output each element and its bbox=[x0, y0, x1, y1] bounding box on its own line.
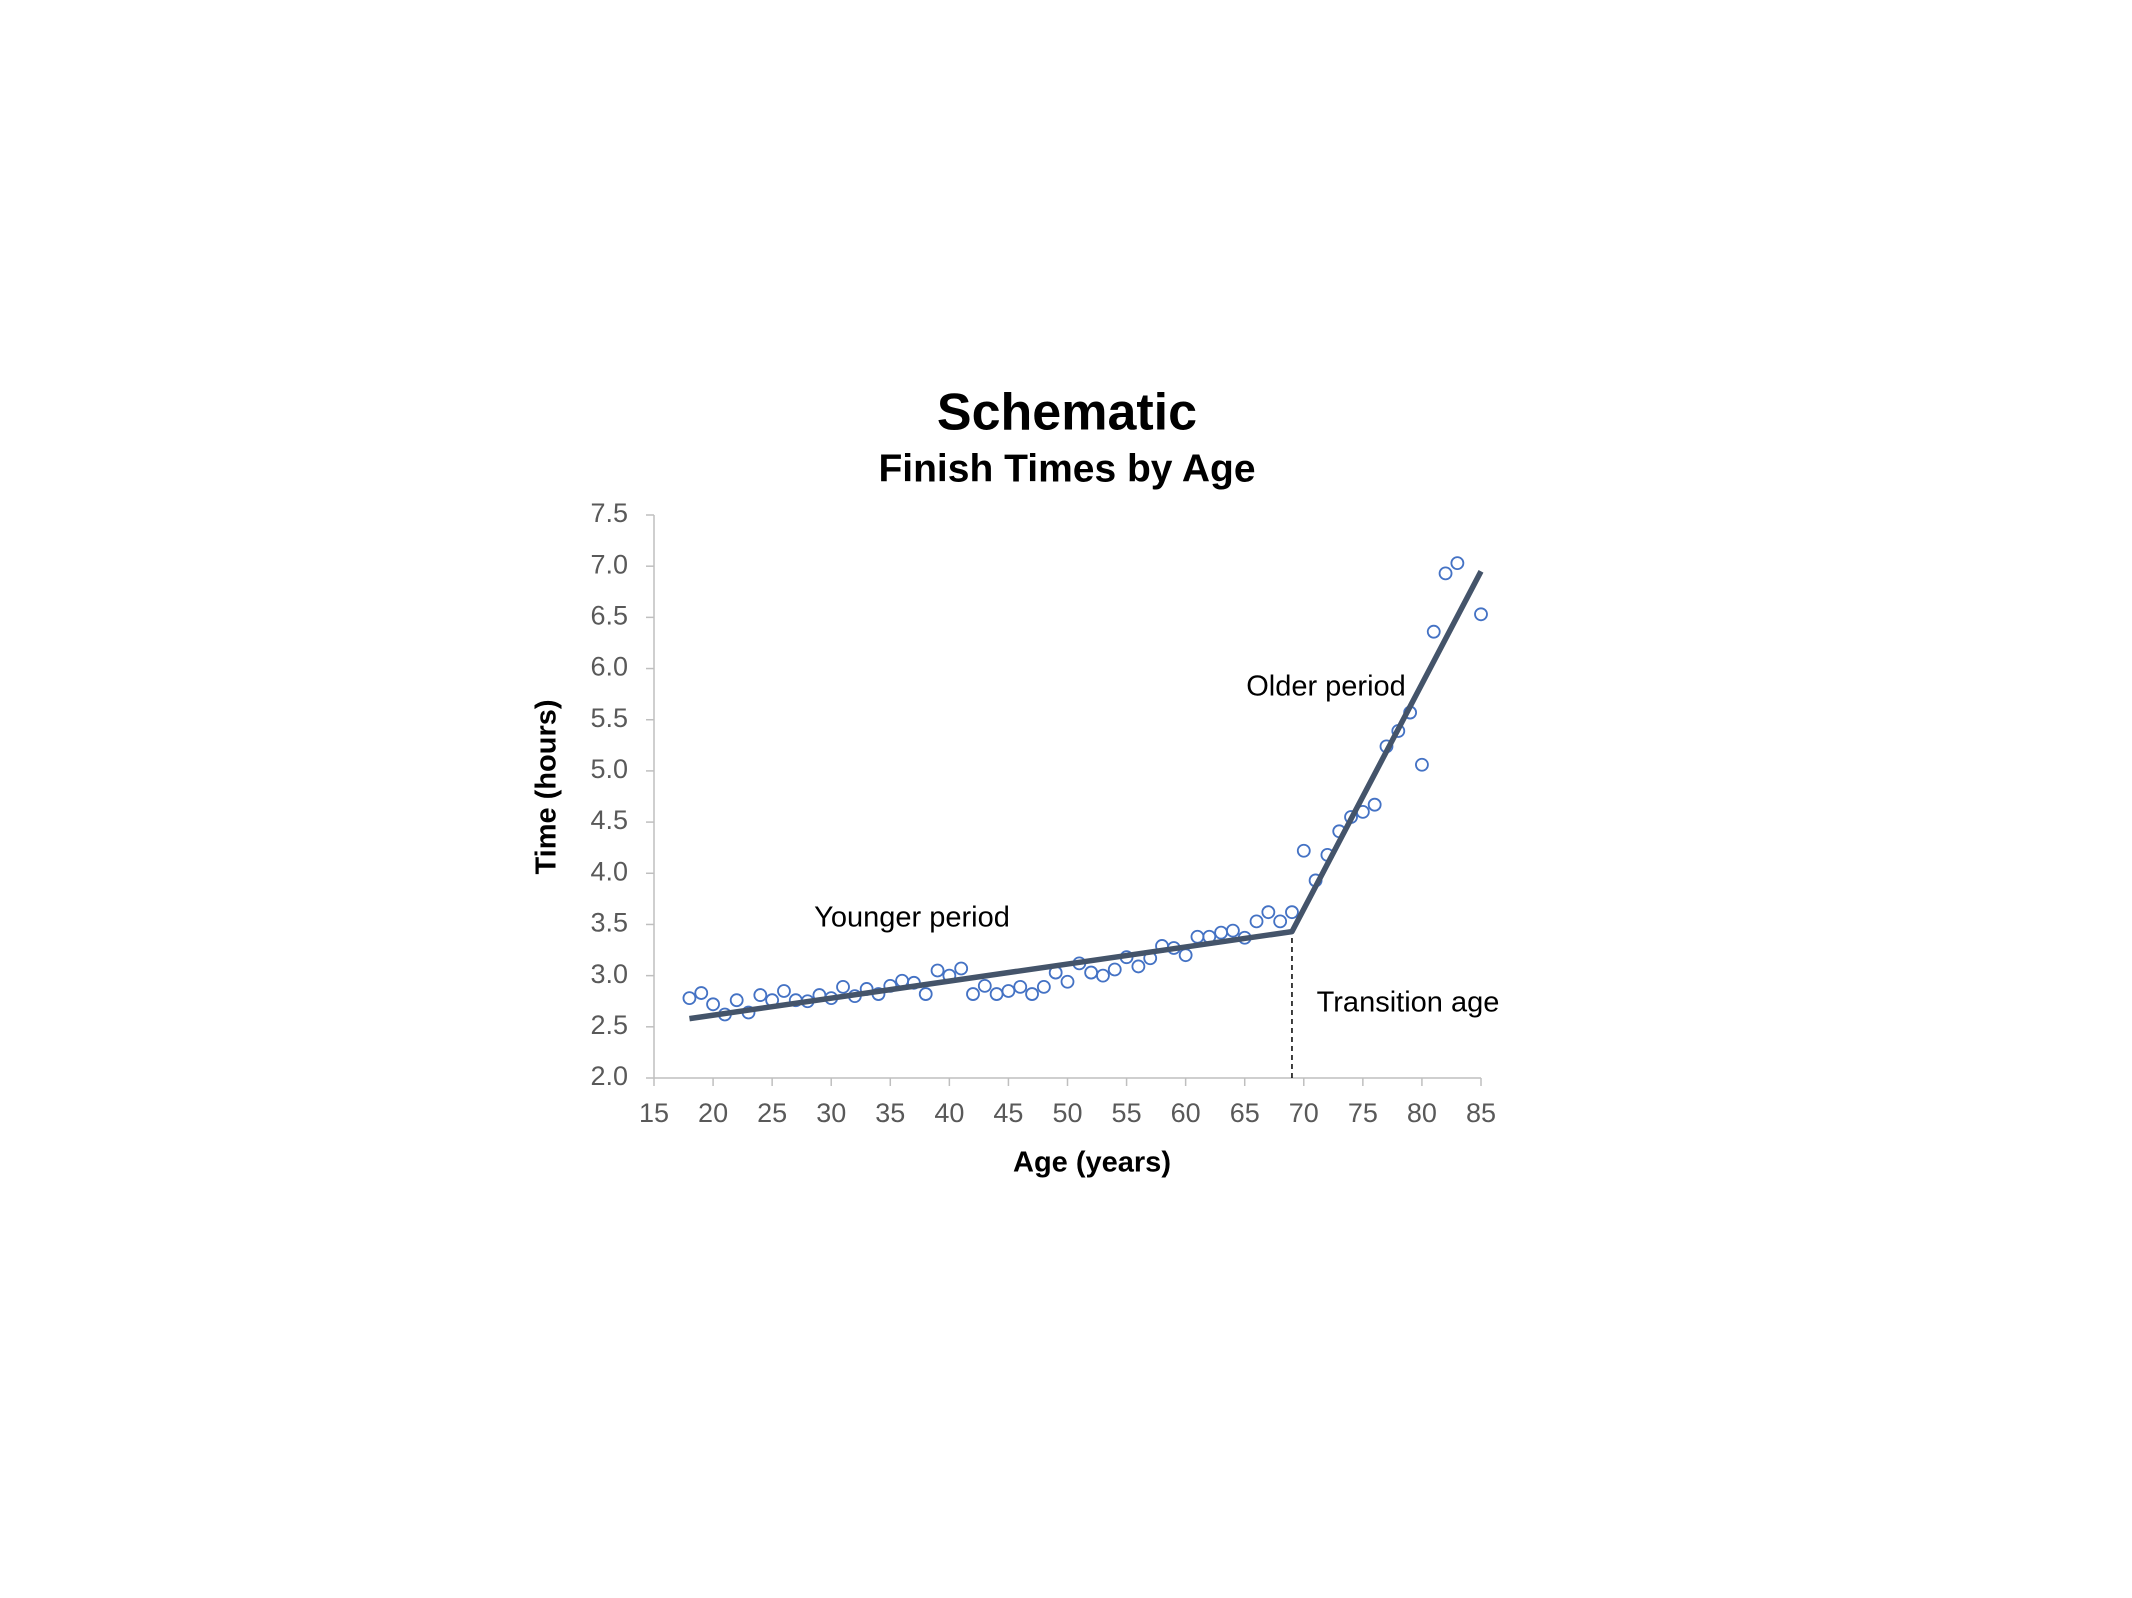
y-axis-title: Time (hours) bbox=[531, 699, 563, 874]
annotation: Younger period bbox=[814, 902, 1010, 934]
x-tick-label: 45 bbox=[993, 1098, 1023, 1128]
data-point bbox=[1261, 905, 1276, 920]
data-point bbox=[1001, 984, 1016, 998]
data-point bbox=[694, 986, 709, 1000]
data-point bbox=[977, 978, 992, 993]
x-tick-label: 70 bbox=[1289, 1098, 1319, 1128]
data-point bbox=[1285, 905, 1299, 920]
y-tick-label: 5.0 bbox=[590, 754, 628, 784]
data-point bbox=[1415, 757, 1429, 772]
data-point bbox=[1013, 979, 1028, 994]
y-tick-label: 4.0 bbox=[590, 856, 628, 886]
data-point bbox=[706, 997, 720, 1012]
y-tick-label: 2.5 bbox=[590, 1010, 628, 1040]
data-point bbox=[1273, 914, 1288, 929]
data-point bbox=[989, 987, 1004, 1001]
y-tick-label: 2.0 bbox=[590, 1061, 628, 1091]
data-point bbox=[1036, 979, 1051, 994]
data-point bbox=[1060, 974, 1075, 989]
y-tick-label: 7.5 bbox=[590, 498, 628, 528]
y-tick-label: 4.5 bbox=[590, 805, 628, 835]
chart-subtitle: Finish Times by Age bbox=[878, 447, 1255, 490]
data-point bbox=[1296, 843, 1311, 858]
x-tick-label: 60 bbox=[1171, 1098, 1201, 1128]
x-tick-label: 85 bbox=[1466, 1098, 1496, 1128]
annotation: Older period bbox=[1246, 671, 1406, 703]
y-tick-label: 3.0 bbox=[590, 959, 628, 989]
x-tick-label: 20 bbox=[698, 1098, 728, 1128]
data-point bbox=[1426, 624, 1441, 639]
data-point bbox=[1367, 797, 1382, 812]
chart-title: Schematic bbox=[937, 384, 1197, 442]
x-tick-label: 55 bbox=[1112, 1098, 1142, 1128]
x-tick-label: 50 bbox=[1052, 1098, 1082, 1128]
y-tick-label: 6.0 bbox=[590, 652, 628, 682]
data-point bbox=[729, 993, 744, 1008]
data-point bbox=[777, 984, 791, 998]
data-point bbox=[682, 991, 697, 1006]
data-point bbox=[1190, 929, 1205, 944]
x-tick-label: 35 bbox=[875, 1098, 905, 1128]
data-point bbox=[1096, 968, 1110, 983]
y-tick-label: 6.5 bbox=[590, 600, 628, 630]
data-point bbox=[1025, 987, 1039, 1001]
data-point bbox=[1249, 914, 1264, 929]
annotation: Transition age bbox=[1317, 987, 1500, 1019]
data-point bbox=[1107, 962, 1122, 977]
x-tick-label: 75 bbox=[1348, 1098, 1378, 1128]
x-tick-label: 80 bbox=[1407, 1098, 1437, 1128]
data-point bbox=[1131, 959, 1146, 974]
data-point bbox=[930, 963, 945, 978]
data-point bbox=[1214, 925, 1228, 940]
data-point bbox=[1226, 923, 1240, 938]
data-point bbox=[1450, 556, 1465, 571]
x-tick-label: 25 bbox=[757, 1098, 787, 1128]
data-point bbox=[836, 979, 850, 994]
x-tick-label: 30 bbox=[816, 1098, 846, 1128]
data-point bbox=[1438, 566, 1453, 581]
data-point bbox=[1178, 948, 1193, 963]
y-tick-label: 3.5 bbox=[590, 908, 628, 938]
y-tick-label: 7.0 bbox=[590, 549, 628, 579]
y-tick-label: 5.5 bbox=[590, 703, 628, 733]
data-point bbox=[1474, 607, 1488, 622]
data-point bbox=[966, 987, 980, 1001]
x-tick-label: 40 bbox=[934, 1098, 964, 1128]
data-point bbox=[954, 961, 969, 976]
fit-line bbox=[689, 570, 1484, 1022]
x-axis-title: Age (years) bbox=[1013, 1147, 1171, 1179]
x-tick-label: 65 bbox=[1230, 1098, 1260, 1128]
x-tick-label: 15 bbox=[639, 1098, 669, 1128]
data-point bbox=[918, 987, 933, 1001]
data-point bbox=[1084, 965, 1099, 980]
data-point bbox=[753, 988, 768, 1002]
